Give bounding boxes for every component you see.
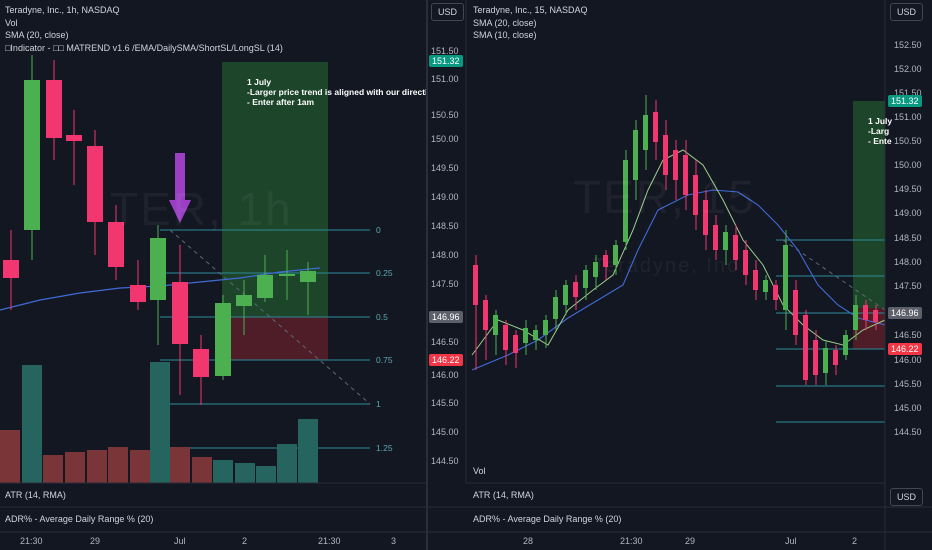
candles [3,55,316,405]
right-bottom-currency-button[interactable]: USD [890,488,924,506]
mid-axis-label: 149.00 [431,192,459,202]
right-axis-label: 146.50 [894,330,922,340]
mid-axis-label: 146.50 [431,337,459,347]
left-time-label: 3 [391,536,397,546]
middle-currency-button[interactable]: USD [431,3,465,21]
left-atr-label[interactable]: ATR (14, RMA) [5,490,66,500]
annotation-line-3: - Ente [868,136,892,146]
right-legend-title[interactable]: Teradyne, Inc., 15, NASDAQ [473,5,588,15]
fib-retracement-right [776,239,885,423]
sma20-line [471,189,886,371]
right-axis-label: 150.50 [894,136,922,146]
mid-axis-label: 145.50 [431,398,459,408]
pane-divider[interactable] [426,0,428,550]
mid-axis-label: 151.50 [431,46,459,56]
right-legend: Teradyne, Inc., 15, NASDAQ SMA (20, clos… [473,4,588,42]
right-watermark: TER, 15 [573,171,756,223]
left-legend-indicator[interactable]: □Indicator - □□ MATREND v1.6 /EMA/DailyS… [5,42,283,53]
right-chart-canvas[interactable] [428,0,932,550]
mid-axis-label: 149.50 [431,163,459,173]
right-axis-label: 147.50 [894,281,922,291]
right-atr-label[interactable]: ATR (14, RMA) [473,490,534,500]
right-legend-sma20[interactable]: SMA (20, close) [473,17,537,28]
right-axis-label: 144.50 [894,427,922,437]
right-price-tag-gray: 146.96 [888,307,922,319]
right-axis-label: 151.00 [894,112,922,122]
fib-label-125: 1.25 [376,443,393,453]
mid-price-tag-gray: 146.96 [429,311,463,323]
mid-axis-label: 151.00 [431,74,459,84]
candles-right [473,95,878,385]
left-watermark: TER, 1h [110,183,293,235]
right-axis-label: 146.00 [894,355,922,365]
right-vol-label[interactable]: Vol [473,466,486,476]
mid-axis-label: 150.50 [431,110,459,120]
annotation-line-2: -Larg [868,126,890,136]
fib-label-025: 0.25 [376,268,393,278]
annotation-line-3: - Enter after 1am [247,97,315,107]
annotation-line-1: 1 July [247,77,272,87]
left-time-label: 21:30 [318,536,341,546]
right-legend-sma10[interactable]: SMA (10, close) [473,30,537,40]
right-price-tag-red: 146.22 [888,343,922,355]
target-zone [853,101,885,308]
right-axis-label: 150.00 [894,160,922,170]
right-axis-label: 152.00 [894,64,922,74]
left-time-label: Jul [174,536,186,546]
mid-axis-label: 150.00 [431,134,459,144]
stop-zone [853,308,885,349]
mid-axis-label: 146.00 [431,370,459,380]
fib-label-1: 1 [376,399,381,409]
right-adr-label[interactable]: ADR% - Average Daily Range % (20) [473,514,622,524]
left-time-label: 21:30 [20,536,43,546]
left-legend: Teradyne, Inc., 1h, NASDAQ Vol SMA (20, … [5,4,283,54]
mid-price-tag-green: 151.32 [429,55,463,67]
right-axis-label: 149.50 [894,184,922,194]
fib-retracement [160,229,370,449]
right-axis-label: 149.00 [894,208,922,218]
mid-axis-label: 148.00 [431,250,459,260]
left-legend-sma[interactable]: SMA (20, close) [5,30,69,40]
purple-arrow [169,153,191,223]
right-axis-label: 145.50 [894,379,922,389]
left-time-label: 29 [90,536,101,546]
mid-price-tag-red: 146.22 [429,354,463,366]
right-time-label: 29 [685,536,696,546]
right-time-label: 21:30 [620,536,643,546]
right-chart-pane[interactable]: USD 151.50 151.00 150.50 150.00 149.50 1… [428,0,932,550]
fib-label-05: 0.5 [376,312,388,322]
mid-axis-label: 147.50 [431,279,459,289]
right-axis-label: 151.50 [894,88,922,98]
annotation-line-1: 1 July [868,116,893,126]
right-axis-label: 145.00 [894,403,922,413]
fib-label-0: 0 [376,225,381,235]
right-currency-button[interactable]: USD [890,3,924,21]
left-adr-label[interactable]: ADR% - Average Daily Range % (20) [5,514,154,524]
left-time-label: 2 [242,536,248,546]
annotation-line-2: -Larger price trend is aligned with our … [247,87,426,97]
right-annotation: 1 July -Larg - Ente [868,116,892,146]
left-legend-title[interactable]: Teradyne, Inc., 1h, NASDAQ [5,5,120,15]
right-time-label: Jul [785,536,797,546]
mid-axis-label: 148.50 [431,221,459,231]
left-chart-pane[interactable]: TER, 1h Teradyne, Inc., 1h, NASDAQ Vol S… [0,0,426,550]
right-price-tag-green: 151.32 [888,95,922,107]
left-chart-canvas[interactable] [0,0,426,550]
right-time-label: 2 [852,536,858,546]
right-axis-label: 148.00 [894,257,922,267]
right-axis-label: 148.50 [894,233,922,243]
right-time-label: 28 [523,536,534,546]
mid-axis-label: 145.00 [431,427,459,437]
fib-label-075: 0.75 [376,355,393,365]
left-legend-vol[interactable]: Vol [5,17,18,28]
right-axis-label: 152.50 [894,40,922,50]
right-watermark-company: Teradyne, Inc. [593,255,747,277]
mid-axis-label: 144.50 [431,456,459,466]
left-annotation: 1 July -Larger price trend is aligned wi… [247,77,426,107]
volume-bars [0,362,318,483]
stop-zone [222,317,328,360]
